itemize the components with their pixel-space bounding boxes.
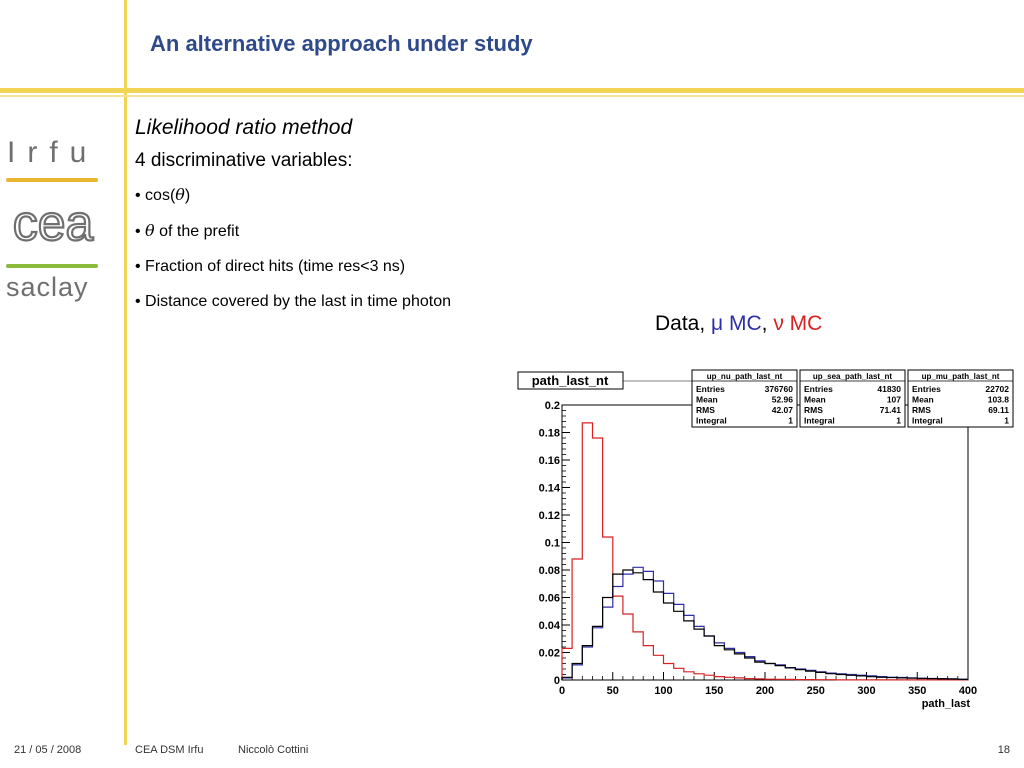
y-tick-label: 0.04 xyxy=(539,620,561,632)
stats-label: RMS xyxy=(804,405,823,415)
y-tick-label: 0.1 xyxy=(545,538,560,550)
stats-value: 1 xyxy=(896,416,901,426)
stats-box-frame xyxy=(691,369,798,428)
stats-label: RMS xyxy=(696,405,715,415)
stats-label: Entries xyxy=(912,384,941,394)
stats-box-name: up_mu_path_last_nt xyxy=(922,372,1000,381)
histogram-series-2 xyxy=(561,569,968,680)
stats-box-name: up_sea_path_last_nt xyxy=(813,372,892,381)
y-tick-label: 0.2 xyxy=(545,400,560,412)
accent-vertical-bar xyxy=(124,0,127,745)
stats-value: 42.07 xyxy=(772,405,794,415)
chart-title-frame xyxy=(517,371,624,390)
stats-value: 376760 xyxy=(765,384,794,394)
y-tick-label: 0.02 xyxy=(539,648,560,660)
stats-box-2: up_mu_path_last_nt Entries 22702 Mean 103.8 R… xyxy=(907,369,1014,428)
bullet-distance-photon: • Distance covered by the last in time p… xyxy=(135,293,451,310)
x-tick-label: 250 xyxy=(807,685,825,697)
stats-box-0: up_nu_path_last_nt Entries 376760 Mean 52.96… xyxy=(691,369,798,428)
x-tick-label: 350 xyxy=(908,685,926,697)
stats-label: Entries xyxy=(696,384,725,394)
saclay-logo: saclay xyxy=(6,272,89,302)
mu-mc-label: MC xyxy=(723,312,762,335)
y-axis: 0 0.02 0.04 0.06 0.08 0.1 0.12 0.14 0.16 0.18 0.2 xyxy=(539,400,570,687)
nu-symbol: ν xyxy=(773,312,784,335)
chart-title-box: path_last_nt xyxy=(517,371,624,390)
cea-logo: cea xyxy=(12,200,95,246)
bullet-direct-hits: • Fraction of direct hits (time res<3 ns… xyxy=(135,258,406,275)
stats-value: 22702 xyxy=(985,384,1009,394)
slide-subtitle: Likelihood ratio method xyxy=(135,116,353,139)
stats-label: Entries xyxy=(804,384,833,394)
x-tick-label: 200 xyxy=(756,685,774,697)
slide-content: Likelihood ratio method 4 discriminative… xyxy=(135,116,480,326)
x-tick-label: 100 xyxy=(654,685,672,697)
stats-boxes: up_nu_path_last_nt Entries 376760 Mean 52.96… xyxy=(623,369,1014,428)
x-tick-label: 50 xyxy=(607,685,619,697)
stats-value: 103.8 xyxy=(988,395,1010,405)
stats-value: 1 xyxy=(788,416,793,426)
y-tick-label: 0.12 xyxy=(539,510,560,522)
x-tick-label: 400 xyxy=(959,685,977,697)
stats-label: Mean xyxy=(912,395,934,405)
footer-page-number: 18 xyxy=(997,744,1010,756)
stats-box-frame xyxy=(907,369,1014,428)
footer-org: CEA DSM Irfu xyxy=(135,744,204,756)
y-tick-label: 0 xyxy=(554,675,560,687)
x-tick-label: 300 xyxy=(857,685,875,697)
series-layer xyxy=(561,422,968,681)
irfu-logo: Irfu xyxy=(7,136,99,169)
stats-value: 69.11 xyxy=(988,405,1009,415)
stats-value: 71.41 xyxy=(880,405,902,415)
nu-mc-label: MC xyxy=(783,312,823,335)
logo-divider-orange xyxy=(6,178,98,182)
x-axis-label: path_last xyxy=(922,698,971,710)
stats-value: 107 xyxy=(887,395,901,405)
footer-author: Niccolò Cottini xyxy=(238,744,309,756)
accent-horizontal-bar xyxy=(0,88,1024,93)
stats-label: RMS xyxy=(912,405,931,415)
chart-legend-caption: Data, μ MC, ν MC xyxy=(655,312,823,335)
stats-box-frame xyxy=(799,369,906,428)
y-tick-label: 0.14 xyxy=(539,483,561,495)
stats-label: Integral xyxy=(696,416,727,426)
slide-title: An alternative approach under study xyxy=(150,31,533,56)
footer-date: 21 / 05 / 2008 xyxy=(14,744,82,756)
logo-divider-green xyxy=(6,264,98,268)
stats-value: 41830 xyxy=(877,384,901,394)
stats-label: Mean xyxy=(696,395,718,405)
variables-lead: 4 discriminative variables: xyxy=(135,150,353,171)
stats-box-1: up_sea_path_last_nt Entries 41830 Mean 107 RM… xyxy=(799,369,906,428)
stats-value: 1 xyxy=(1004,416,1009,426)
cea-logo-text: cea xyxy=(13,200,94,246)
y-tick-label: 0.08 xyxy=(539,565,560,577)
chart-title: path_last_nt xyxy=(532,373,609,388)
bullet-cos-theta: • cos(θ) xyxy=(135,185,191,204)
x-tick-label: 150 xyxy=(705,685,723,697)
y-tick-label: 0.18 xyxy=(539,428,560,440)
stats-label: Mean xyxy=(804,395,826,405)
stats-value: 52.96 xyxy=(772,395,794,405)
stats-label: Integral xyxy=(804,416,835,426)
x-tick-label: 0 xyxy=(559,685,565,697)
stats-box-name: up_nu_path_last_nt xyxy=(707,372,783,381)
y-tick-label: 0.06 xyxy=(539,593,560,605)
bullet-theta-prefit: • θ of the prefit xyxy=(135,221,240,240)
accent-horizontal-bar-thin xyxy=(0,95,1024,97)
histogram-chart: 00.020.040.060.080.10.120.140.160.180.2 … xyxy=(510,365,1015,715)
mu-symbol: μ xyxy=(711,312,724,335)
y-tick-label: 0.16 xyxy=(539,455,560,467)
stats-label: Integral xyxy=(912,416,943,426)
